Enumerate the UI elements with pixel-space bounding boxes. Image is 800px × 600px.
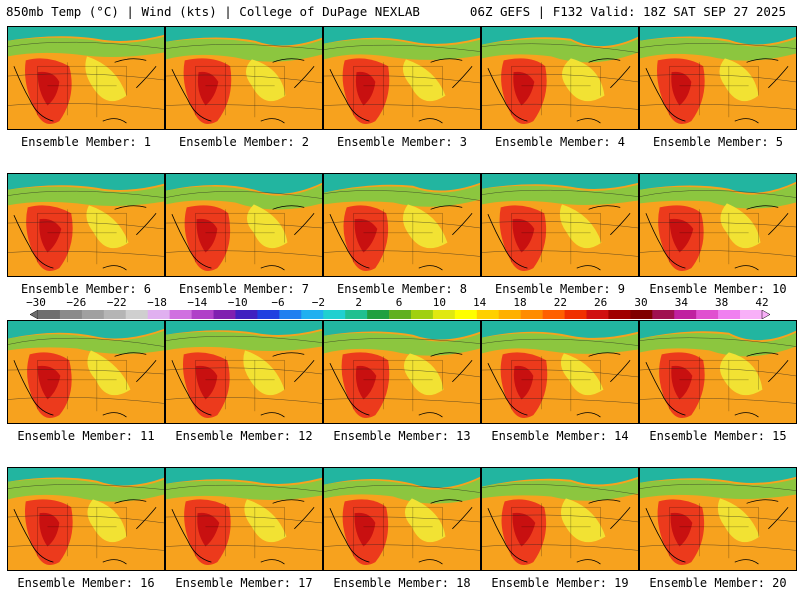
colorbar-swatch [103, 310, 127, 319]
colorbar-tick-label: −14 [187, 296, 208, 309]
colorbar-swatch [432, 310, 456, 319]
colorbar-swatch [301, 310, 324, 319]
colorbar-swatch [323, 310, 346, 319]
colorbar-tick-label: 14 [473, 296, 487, 309]
member-caption-14: Ensemble Member: 14 [491, 429, 629, 443]
colorbar-tick-label: −26 [66, 296, 87, 309]
ensemble-map-5 [639, 26, 797, 130]
ensemble-map-3 [323, 26, 481, 130]
colorbar-swatch [630, 310, 653, 319]
ensemble-map-13 [323, 320, 481, 424]
colorbar-tick-label: 26 [594, 296, 608, 309]
ensemble-map-17 [165, 467, 323, 571]
member-caption-9: Ensemble Member: 9 [494, 282, 626, 296]
colorbar-swatch [235, 310, 258, 319]
ensemble-map-6 [7, 173, 165, 277]
ensemble-map-16 [7, 467, 165, 571]
member-caption-8: Ensemble Member: 8 [336, 282, 468, 296]
colorbar-swatch [191, 310, 214, 319]
colorbar-min-arrow [30, 310, 39, 319]
member-caption-10: Ensemble Member: 10 [649, 282, 787, 296]
ensemble-map-19 [481, 467, 639, 571]
colorbar-swatch [279, 310, 302, 319]
colorbar-tick-label: −2 [311, 296, 325, 309]
colorbar-swatch [476, 310, 500, 319]
colorbar-tick-label: 10 [432, 296, 446, 309]
colorbar-tick-label: −10 [227, 296, 248, 309]
colorbar-swatch [454, 310, 478, 319]
colorbar-tick-label: −6 [271, 296, 285, 309]
member-caption-12: Ensemble Member: 12 [175, 429, 313, 443]
colorbar-swatch [520, 310, 543, 319]
colorbar-swatch [169, 310, 192, 319]
map-title: 850mb Temp (°C) | Wind (kts) | College o… [6, 4, 420, 19]
member-caption-16: Ensemble Member: 16 [17, 576, 155, 590]
colorbar-tick-label: 2 [355, 296, 362, 309]
ensemble-map-15 [639, 320, 797, 424]
colorbar-tick-label: −22 [106, 296, 127, 309]
member-caption-17: Ensemble Member: 17 [175, 576, 313, 590]
member-caption-4: Ensemble Member: 4 [494, 135, 626, 149]
member-caption-1: Ensemble Member: 1 [20, 135, 152, 149]
colorbar-swatch [389, 310, 412, 319]
member-caption-11: Ensemble Member: 11 [17, 429, 155, 443]
member-caption-7: Ensemble Member: 7 [178, 282, 310, 296]
colorbar-swatch [81, 310, 105, 319]
colorbar-swatch [652, 310, 675, 319]
colorbar-swatch [564, 310, 587, 319]
member-caption-15: Ensemble Member: 15 [649, 429, 787, 443]
colorbar-tick-label: 42 [755, 296, 769, 309]
colorbar-max-arrow [761, 310, 770, 319]
valid-time-title: 06Z GEFS | F132 Valid: 18Z SAT SEP 27 20… [469, 4, 786, 19]
ensemble-map-20 [639, 467, 797, 571]
ensemble-map-11 [7, 320, 165, 424]
colorbar-tick-label: 18 [513, 296, 527, 309]
colorbar-tick-label: −18 [147, 296, 167, 309]
colorbar-tick-label: 30 [634, 296, 648, 309]
colorbar-tick-label: 34 [674, 296, 688, 309]
colorbar-tick-label: 38 [715, 296, 729, 309]
colorbar-tick-label: 6 [395, 296, 403, 309]
ensemble-map-7 [165, 173, 323, 277]
colorbar-swatch [147, 310, 170, 319]
member-caption-2: Ensemble Member: 2 [178, 135, 310, 149]
ensemble-map-8 [323, 173, 481, 277]
colorbar-swatch [125, 310, 148, 319]
ensemble-map-12 [165, 320, 323, 424]
ensemble-map-9 [481, 173, 639, 277]
ensemble-map-4 [481, 26, 639, 130]
member-caption-3: Ensemble Member: 3 [336, 135, 468, 149]
colorbar-swatch [257, 310, 280, 319]
colorbar-swatch [740, 310, 763, 319]
colorbar-swatch [410, 310, 434, 319]
colorbar-swatch [345, 310, 368, 319]
colorbar-swatch [718, 310, 741, 319]
member-caption-5: Ensemble Member: 5 [652, 135, 784, 149]
colorbar-swatch [608, 310, 631, 319]
temperature-colorbar [30, 310, 770, 319]
colorbar-swatch [696, 310, 719, 319]
colorbar-swatch [674, 310, 697, 319]
colorbar-swatch [542, 310, 565, 319]
member-caption-6: Ensemble Member: 6 [20, 282, 152, 296]
member-caption-18: Ensemble Member: 18 [333, 576, 471, 590]
ensemble-map-14 [481, 320, 639, 424]
colorbar-swatch [59, 310, 83, 319]
ensemble-map-18 [323, 467, 481, 571]
colorbar-swatch [38, 310, 61, 319]
colorbar-tick-label: 22 [553, 296, 567, 309]
member-caption-20: Ensemble Member: 20 [649, 576, 787, 590]
ensemble-map-2 [165, 26, 323, 130]
colorbar-swatch [498, 310, 521, 319]
colorbar-swatch [213, 310, 236, 319]
colorbar-tick-label: −30 [26, 296, 46, 309]
colorbar-swatch [367, 310, 390, 319]
member-caption-13: Ensemble Member: 13 [333, 429, 471, 443]
colorbar-swatch [586, 310, 609, 319]
ensemble-map-10 [639, 173, 797, 277]
ensemble-map-1 [7, 26, 165, 130]
member-caption-19: Ensemble Member: 19 [491, 576, 629, 590]
